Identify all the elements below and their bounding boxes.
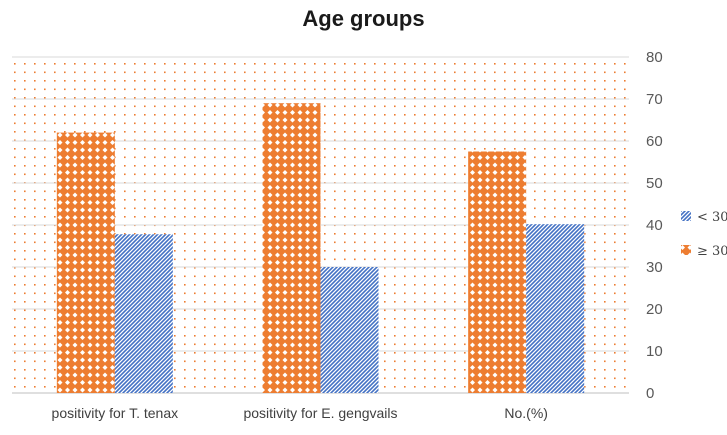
x-axis-categories: positivity for T. tenax positivity for E.…: [52, 405, 548, 421]
legend-swatch: [681, 245, 691, 255]
y-tick-label: 20: [646, 301, 663, 318]
bar-lt30: [320, 267, 379, 393]
legend-label: ≥ 30: [697, 244, 727, 259]
legend-label: < 30: [697, 210, 727, 225]
x-category-label: positivity for E. gengvails: [243, 405, 397, 421]
x-category-label: positivity for T. tenax: [52, 405, 179, 421]
bar-ge30: [468, 151, 527, 393]
x-category-label: No.(%): [504, 405, 548, 421]
y-tick-label: 10: [646, 343, 663, 360]
legend: < 30 ≥ 30: [681, 210, 727, 259]
y-tick-label: 50: [646, 175, 663, 192]
y-tick-label: 80: [646, 49, 663, 66]
y-tick-label: 30: [646, 259, 663, 276]
bar-ge30: [56, 132, 115, 393]
y-tick-label: 0: [646, 385, 654, 402]
y-tick-label: 40: [646, 217, 663, 234]
bar-lt30: [114, 234, 173, 393]
y-tick-label: 60: [646, 133, 663, 150]
y-axis-ticks: 0 10 20 30 40 50 60 70 80: [646, 49, 663, 402]
bars: [56, 103, 585, 393]
y-tick-label: 70: [646, 91, 663, 108]
bar-lt30: [526, 224, 585, 393]
chart-title: Age groups: [302, 6, 425, 31]
bar-ge30: [262, 103, 321, 393]
legend-swatch: [681, 211, 691, 221]
